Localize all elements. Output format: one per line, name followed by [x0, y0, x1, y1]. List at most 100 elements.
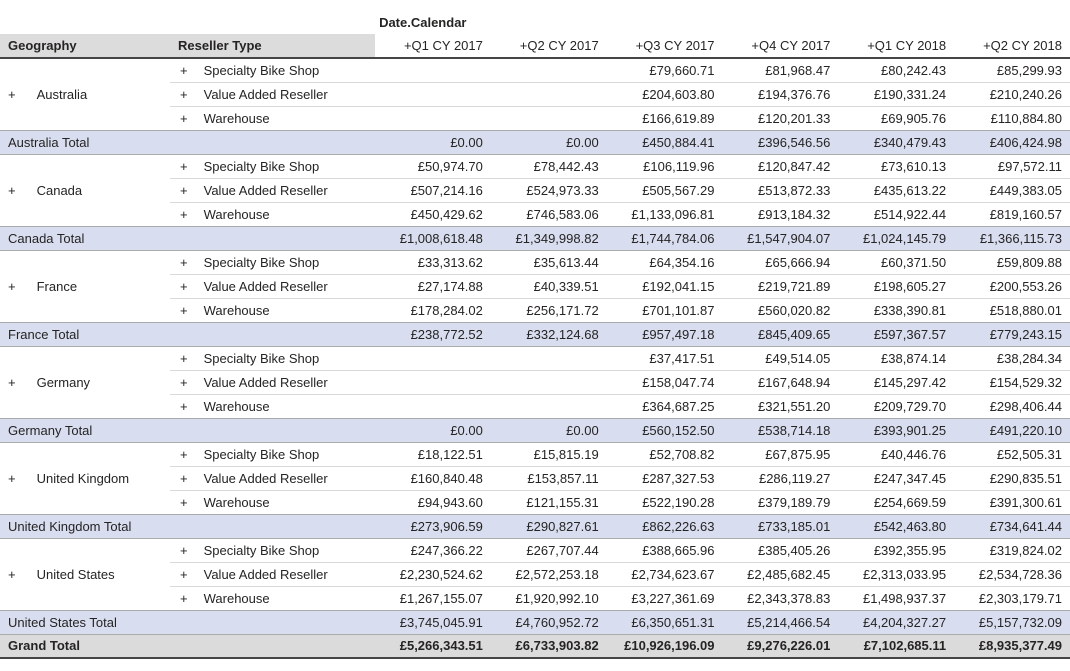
value-cell: £957,497.18: [606, 321, 723, 347]
value-cell: £290,835.51: [954, 465, 1070, 490]
value-cell: £204,603.80: [606, 81, 723, 106]
expand-icon[interactable]: +: [180, 206, 188, 222]
value-cell: £247,366.22: [375, 538, 491, 562]
expand-icon[interactable]: +: [180, 302, 188, 318]
value-cell: [375, 58, 491, 82]
value-cell: £1,547,904.07: [722, 225, 839, 251]
data-row: + United Kingdom + Specialty Bike Shop £18,1…: [0, 442, 1070, 514]
value-cell: £120,201.33: [722, 105, 839, 130]
value-cell: £287,327.53: [606, 465, 723, 490]
subtotal-label: France Total: [0, 321, 376, 347]
data-row: + Value Added Reseller £27,174.88 £40,339.5…: [0, 273, 1070, 298]
value-cell: [375, 81, 491, 106]
value-cell: £254,669.59: [838, 489, 955, 514]
value-cell: £286,119.27: [722, 465, 839, 490]
value-cell: £379,189.79: [722, 489, 839, 514]
value-cell: £247,347.45: [838, 465, 955, 490]
value-cell: £321,551.20: [722, 393, 839, 418]
reseller-type-cell: + Specialty Bike Shop: [170, 346, 376, 370]
geography-label: Germany: [36, 374, 91, 390]
expand-icon[interactable]: +: [180, 590, 188, 606]
value-cell: £338,390.81: [838, 297, 955, 322]
expand-icon[interactable]: +: [8, 374, 16, 390]
reseller-type-label: Value Added Reseller: [203, 182, 328, 198]
expand-icon[interactable]: +: [180, 374, 188, 390]
expand-icon[interactable]: +: [8, 182, 16, 198]
expand-icon[interactable]: +: [180, 278, 188, 294]
column-header-3[interactable]: +Q3 CY 2017: [606, 34, 723, 59]
expand-icon[interactable]: +: [180, 398, 188, 414]
value-cell: £450,429.62: [375, 201, 491, 226]
value-cell: £393,901.25: [838, 417, 955, 443]
value-cell: £209,729.70: [838, 393, 955, 418]
value-cell: £158,047.74: [606, 369, 723, 394]
value-cell: £200,553.26: [954, 273, 1070, 298]
expand-icon[interactable]: +: [180, 158, 188, 174]
expand-icon[interactable]: +: [180, 182, 188, 198]
reseller-type-label: Specialty Bike Shop: [203, 446, 320, 462]
geography-cell: + Canada: [0, 154, 171, 226]
value-cell: £273,906.59: [375, 513, 491, 539]
column-header-2[interactable]: +Q2 CY 2017: [490, 34, 607, 59]
value-cell: £388,665.96: [606, 538, 723, 562]
expand-icon[interactable]: +: [180, 110, 188, 126]
data-row: + Value Added Reseller £160,840.48 £153,857…: [0, 465, 1070, 490]
value-cell: £3,227,361.69: [606, 585, 723, 610]
column-header-6[interactable]: +Q2 CY 2018: [954, 34, 1070, 59]
subtotal-label: Australia Total: [0, 129, 376, 155]
value-cell: £256,171.72: [490, 297, 607, 322]
reseller-type-label: Warehouse: [203, 110, 270, 126]
value-cell: £8,935,377.49: [954, 633, 1070, 659]
expand-icon[interactable]: +: [8, 566, 16, 582]
expand-icon[interactable]: +: [8, 86, 16, 102]
value-cell: £913,184.32: [722, 201, 839, 226]
geography-label: Canada: [36, 182, 83, 198]
value-cell: [490, 393, 607, 418]
expand-icon[interactable]: +: [180, 494, 188, 510]
geography-cell: + United States: [0, 538, 171, 610]
expand-icon[interactable]: +: [180, 254, 188, 270]
expand-icon[interactable]: +: [180, 446, 188, 462]
value-cell: £746,583.06: [490, 201, 607, 226]
reseller-type-label: Value Added Reseller: [203, 86, 328, 102]
value-cell: £65,666.94: [722, 250, 839, 274]
reseller-type-cell: + Value Added Reseller: [170, 81, 376, 106]
expand-icon[interactable]: +: [180, 350, 188, 366]
expand-icon[interactable]: +: [180, 470, 188, 486]
value-cell: £1,008,618.48: [375, 225, 491, 251]
expand-icon[interactable]: +: [180, 62, 188, 78]
reseller-type-label: Specialty Bike Shop: [203, 350, 320, 366]
column-header-row: Geography Reseller Type +Q1 CY 2017 +Q2 C…: [0, 34, 1070, 59]
reseller-type-cell: + Warehouse: [170, 393, 376, 418]
value-cell: £4,204,327.27: [838, 609, 955, 635]
reseller-type-label: Specialty Bike Shop: [203, 254, 320, 270]
dimension-header-row: Date.Calendar: [0, 10, 1070, 34]
data-row: + Warehouse £450,429.62 £746,583.06 £1,133,0…: [0, 201, 1070, 226]
reseller-type-cell: + Specialty Bike Shop: [170, 250, 376, 274]
value-cell: £190,331.24: [838, 81, 955, 106]
column-header-4[interactable]: +Q4 CY 2017: [722, 34, 839, 59]
blank-corner-cell: [0, 10, 376, 34]
column-header-5[interactable]: +Q1 CY 2018: [838, 34, 955, 59]
expand-icon[interactable]: +: [180, 542, 188, 558]
value-cell: £5,157,732.09: [954, 609, 1070, 635]
value-cell: £406,424.98: [954, 129, 1070, 155]
geography-label: France: [36, 278, 78, 294]
subtotal-row: United States Total £3,745,045.91 £4,760,9…: [0, 609, 1070, 635]
value-cell: £52,505.31: [954, 442, 1070, 466]
value-cell: £2,343,378.83: [722, 585, 839, 610]
value-cell: £507,214.16: [375, 177, 491, 202]
column-header-1[interactable]: +Q1 CY 2017: [375, 34, 491, 59]
expand-icon[interactable]: +: [180, 566, 188, 582]
expand-icon[interactable]: +: [180, 86, 188, 102]
value-cell: £6,733,903.82: [490, 633, 607, 659]
value-cell: £2,313,033.95: [838, 561, 955, 586]
expand-icon[interactable]: +: [8, 278, 16, 294]
value-cell: £18,122.51: [375, 442, 491, 466]
value-cell: [375, 369, 491, 394]
value-cell: £1,498,937.37: [838, 585, 955, 610]
value-cell: £518,880.01: [954, 297, 1070, 322]
value-cell: £524,973.33: [490, 177, 607, 202]
expand-icon[interactable]: +: [8, 470, 16, 486]
